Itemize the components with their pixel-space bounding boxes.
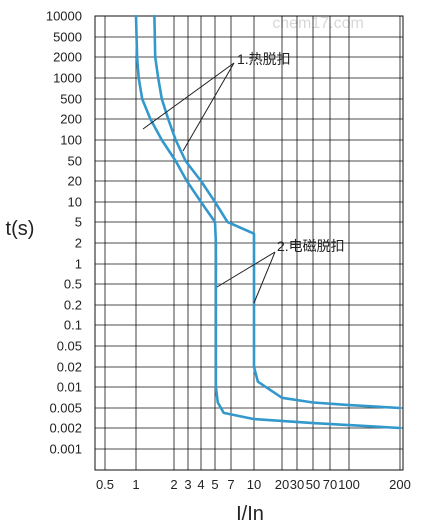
y-axis-title: t(s) — [6, 218, 35, 240]
grid — [94, 15, 404, 471]
x-tick-label: 200 — [389, 477, 411, 492]
x-tick-label: 30 — [290, 477, 304, 492]
y-tick-label: 50 — [68, 154, 82, 169]
y-tick-label: 0.5 — [64, 277, 82, 292]
y-tick-label: 5 — [75, 215, 82, 230]
x-tick-label: 50 — [306, 477, 320, 492]
leader-line-magnetic — [253, 251, 276, 304]
y-tick-label: 500 — [60, 92, 82, 107]
x-tick-label: 10 — [247, 477, 261, 492]
leader-line-magnetic — [216, 251, 276, 288]
x-tick-label: 0.5 — [96, 477, 114, 492]
y-tick-label: 5000 — [53, 30, 82, 45]
watermark: chem17.com — [272, 15, 364, 32]
y-tick-label: 200 — [60, 112, 82, 127]
y-tick-label: 0.01 — [57, 380, 82, 395]
y-tick-label: 0.001 — [49, 442, 82, 457]
y-tick-label: 10 — [68, 195, 82, 210]
x-tick-label: 20 — [275, 477, 289, 492]
y-tick-label: 0.05 — [57, 339, 82, 354]
x-axis-title: I/In — [236, 503, 264, 525]
y-tick-labels: 10000 5000 2000 1000 500 200 100 50 20 10 5 2 1 0.5 0.… — [46, 9, 82, 457]
y-tick-label: 1000 — [53, 71, 82, 86]
y-tick-label: 0.02 — [57, 360, 82, 375]
series-line — [134, 14, 402, 430]
x-tick-label: 70 — [323, 477, 337, 492]
x-tick-label: 4 — [197, 477, 204, 492]
y-tick-label: 1 — [75, 257, 82, 272]
y-tick-label: 0.005 — [49, 401, 82, 416]
y-tick-label: 10000 — [46, 9, 82, 24]
leader-line-thermal — [142, 62, 235, 130]
y-tick-label: 0.002 — [49, 421, 82, 436]
leader-line-thermal — [182, 62, 235, 152]
x-tick-label: 100 — [338, 477, 360, 492]
x-tick-label: 1 — [132, 477, 139, 492]
x-tick-label: 7 — [227, 477, 234, 492]
x-tick-label: 5 — [211, 477, 218, 492]
annotation-magnetic-trip: 2.电磁脱扣 — [277, 238, 345, 254]
x-tick-label: 2 — [170, 477, 177, 492]
series-line — [153, 14, 402, 410]
annotation-thermal-trip: 1.热脱扣 — [237, 51, 291, 67]
y-tick-label: 2 — [75, 236, 82, 251]
x-tick-labels: 0.5 1 2 3 4 5 7 10 20 30 50 70 100 200 — [96, 477, 411, 492]
y-tick-label: 100 — [60, 133, 82, 148]
annotations: 1.热脱扣 2.电磁脱扣 — [142, 51, 345, 304]
x-tick-label: 3 — [184, 477, 191, 492]
y-tick-label: 0.1 — [64, 318, 82, 333]
y-tick-label: 2000 — [53, 50, 82, 65]
y-tick-label: 0.2 — [64, 298, 82, 313]
y-tick-label: 20 — [68, 174, 82, 189]
series-lines — [134, 14, 402, 430]
